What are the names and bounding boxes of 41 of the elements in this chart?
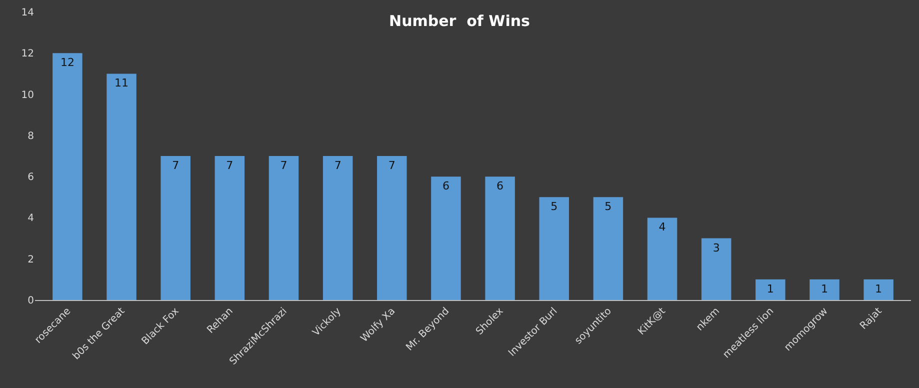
y-tick-label: 0 <box>28 296 34 306</box>
data-label: 12 <box>60 56 74 70</box>
bar <box>377 156 407 300</box>
y-tick-label: 12 <box>21 48 34 60</box>
data-label: 1 <box>766 282 774 296</box>
data-label: 1 <box>820 282 828 296</box>
bar <box>52 53 82 300</box>
bar <box>647 218 678 300</box>
data-label: 7 <box>334 159 342 172</box>
data-label: 7 <box>280 159 288 172</box>
data-label: 3 <box>712 241 720 254</box>
data-label: 7 <box>172 159 180 172</box>
data-label: 11 <box>114 76 129 90</box>
bar <box>701 238 732 300</box>
bar <box>160 156 190 300</box>
bar <box>485 176 515 300</box>
bar <box>756 279 786 300</box>
bar <box>864 279 894 300</box>
data-label: 5 <box>604 200 612 214</box>
data-label: 5 <box>550 200 558 214</box>
bar <box>539 197 569 300</box>
y-tick-label: 6 <box>28 172 34 184</box>
bar <box>322 156 353 300</box>
y-tick-label: 2 <box>28 254 34 266</box>
data-label: 6 <box>496 180 504 193</box>
y-tick-label: 14 <box>21 8 34 18</box>
y-tick-label: 10 <box>21 90 34 101</box>
y-tick-label: 4 <box>28 213 34 224</box>
bar <box>214 156 245 300</box>
bar <box>106 74 136 300</box>
data-label: 1 <box>875 282 882 296</box>
bar <box>593 197 624 300</box>
data-label: 7 <box>226 159 234 172</box>
data-label: 7 <box>388 159 396 172</box>
bar <box>810 279 840 300</box>
y-tick-label: 8 <box>28 130 34 142</box>
data-label: 4 <box>658 220 666 234</box>
bar <box>268 156 299 300</box>
chart-title: Number of Wins <box>389 12 530 30</box>
bar <box>431 176 461 300</box>
data-label: 6 <box>442 180 450 193</box>
